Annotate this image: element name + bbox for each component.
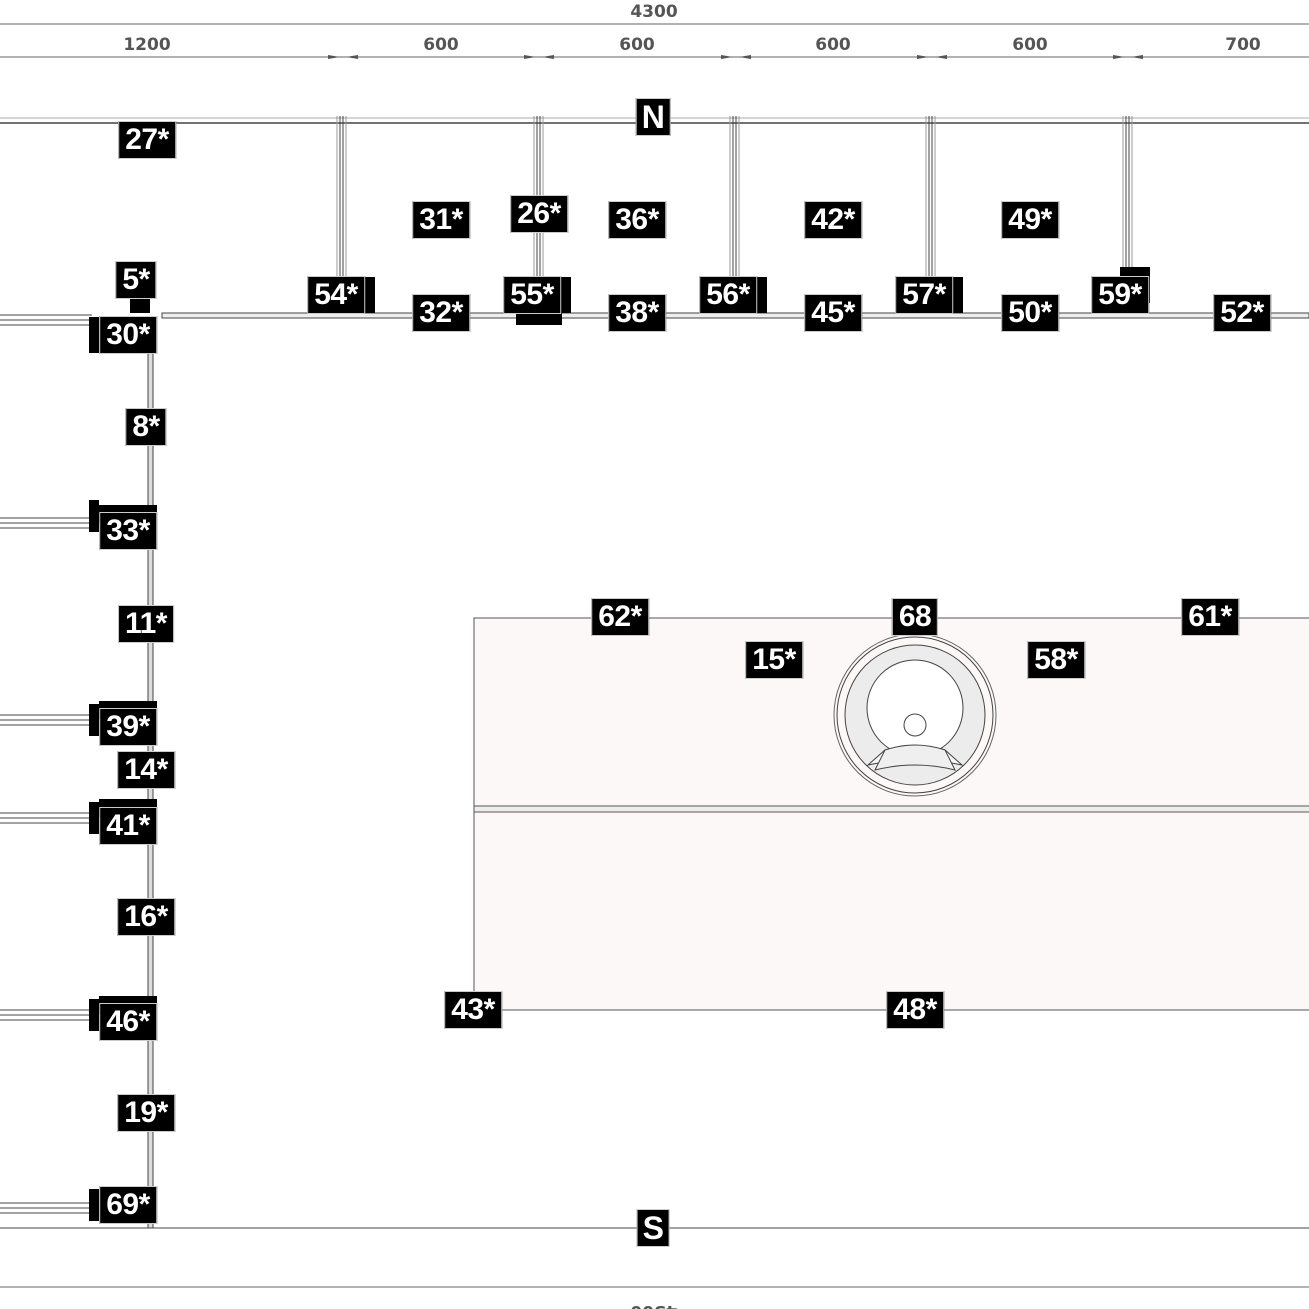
dimension-arrow (1131, 55, 1143, 59)
item-label[interactable]: 59* (1091, 276, 1149, 314)
item-label[interactable]: 41* (99, 807, 157, 845)
item-label[interactable]: 56* (699, 276, 757, 314)
segment-dim: 600 (423, 35, 459, 55)
dimension-arrow (935, 55, 947, 59)
item-label[interactable]: 61* (1181, 598, 1239, 636)
segment-dim: 700 (1225, 35, 1261, 55)
item-label[interactable]: 26* (510, 195, 568, 233)
item-label[interactable]: 36* (608, 201, 666, 239)
item-label[interactable]: 45* (804, 294, 862, 332)
dimension-arrow (524, 55, 536, 59)
item-label[interactable]: 31* (412, 201, 470, 239)
dimension-arrow (328, 55, 340, 59)
hidden-label (89, 802, 99, 834)
hidden-label (89, 500, 99, 532)
segment-dim: 600 (815, 35, 851, 55)
item-label[interactable]: 54* (307, 276, 365, 314)
dimension-arrows (328, 55, 1143, 59)
total-width-top: 4300 (630, 2, 677, 22)
item-label[interactable]: 68 (891, 598, 939, 636)
item-label[interactable]: 57* (895, 276, 953, 314)
item-label[interactable]: 43* (444, 991, 502, 1029)
item-label[interactable]: 19* (117, 1094, 175, 1132)
item-label[interactable]: 46* (99, 1003, 157, 1041)
item-label[interactable]: 16* (117, 898, 175, 936)
segment-dim: 600 (619, 35, 655, 55)
hidden-label (516, 311, 562, 325)
item-label[interactable]: 8* (125, 408, 167, 446)
dimension-arrow (542, 55, 554, 59)
hidden-label (130, 299, 150, 313)
item-label[interactable]: 32* (412, 294, 470, 332)
hidden-label (89, 704, 99, 736)
item-label[interactable]: 58* (1027, 641, 1085, 679)
item-label[interactable]: 15* (745, 641, 803, 679)
hidden-label (89, 1189, 99, 1221)
dimension-arrow (739, 55, 751, 59)
compass-south: S (636, 1209, 670, 1247)
item-label[interactable]: 38* (608, 294, 666, 332)
item-label[interactable]: 48* (886, 991, 944, 1029)
item-label[interactable]: 27* (118, 121, 176, 159)
dimension-arrow (346, 55, 358, 59)
dimension-arrow (1113, 55, 1125, 59)
item-label[interactable]: 42* (804, 201, 862, 239)
item-label[interactable]: 14* (117, 751, 175, 789)
item-label[interactable]: 39* (99, 708, 157, 746)
segment-dim: 1200 (123, 35, 170, 55)
item-label[interactable]: 49* (1001, 201, 1059, 239)
item-label[interactable]: 55* (503, 276, 561, 314)
item-label[interactable]: 52* (1213, 294, 1271, 332)
dimension-arrow (917, 55, 929, 59)
item-label[interactable]: 33* (99, 512, 157, 550)
item-label[interactable]: 5* (115, 261, 157, 299)
sink-icon (833, 633, 997, 797)
hidden-label (89, 999, 99, 1031)
dimension-arrow (721, 55, 733, 59)
item-label[interactable]: 30* (99, 316, 157, 354)
hidden-label (89, 317, 99, 353)
item-label[interactable]: 62* (591, 598, 649, 636)
compass-north: N (635, 98, 671, 136)
segment-dim: 600 (1012, 35, 1048, 55)
item-label[interactable]: 69* (99, 1186, 157, 1224)
total-width-bottom: 4300 (630, 1301, 677, 1309)
dimension-lines (0, 23, 1309, 1288)
item-label[interactable]: 50* (1001, 294, 1059, 332)
item-label[interactable]: 11* (118, 605, 174, 643)
